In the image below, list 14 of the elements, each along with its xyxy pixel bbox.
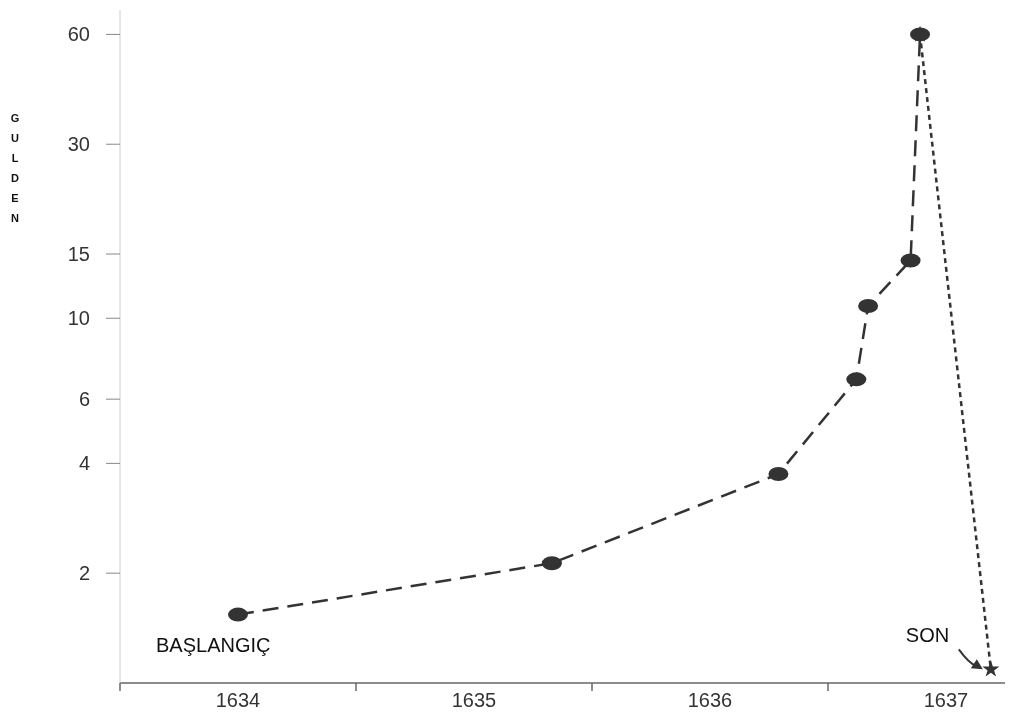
y-axis-title: GULDEN	[10, 112, 20, 224]
y-tick-label: 10	[67, 307, 90, 330]
y-tick-label: 2	[78, 562, 90, 585]
y-tick-label: 15	[67, 243, 90, 266]
x-tick-label: 1636	[687, 689, 733, 711]
y-tick-label: 4	[78, 452, 90, 475]
x-tick-label: 1635	[451, 689, 497, 711]
y-tick-label: 30	[67, 133, 90, 156]
x-tick-label: 1634	[215, 689, 261, 711]
annotation: BAŞLANGIÇ	[156, 633, 271, 656]
annotation: SON	[905, 624, 950, 647]
y-tick-label: 60	[67, 23, 90, 46]
y-tick-label: 6	[78, 388, 90, 411]
x-tick-label: 1637	[923, 689, 969, 711]
